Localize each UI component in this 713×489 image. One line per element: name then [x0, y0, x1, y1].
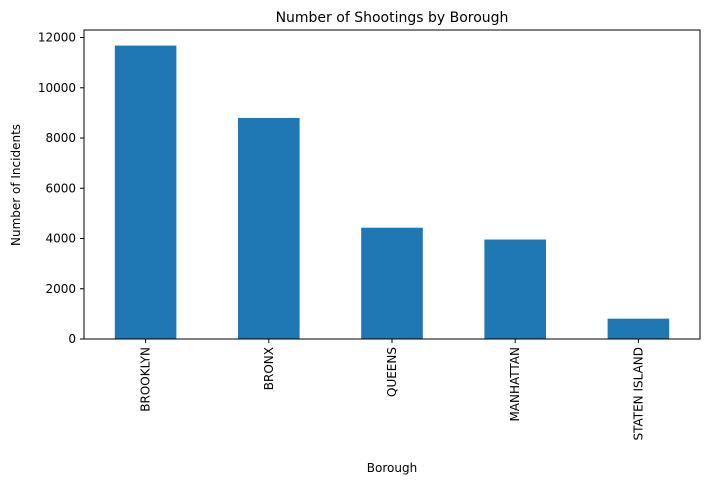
y-tick-label: 12000 — [38, 31, 76, 45]
bar-queens — [361, 227, 423, 339]
x-tick-label: STATEN ISLAND — [631, 347, 645, 441]
x-axis-ticks: BROOKLYN BRONX QUEENS MANHATTAN STATEN ISLAN… — [139, 339, 645, 441]
bar-brooklyn — [114, 45, 177, 339]
y-tick-label: 6000 — [45, 181, 76, 195]
x-tick-label: BRONX — [262, 347, 276, 390]
x-tick-label: MANHATTAN — [508, 347, 522, 422]
y-tick-label: 8000 — [45, 131, 76, 145]
x-axis-label: Borough — [367, 461, 417, 475]
y-tick-label: 4000 — [45, 232, 76, 246]
bar-bronx — [238, 117, 300, 340]
y-tick-label: 2000 — [45, 282, 76, 296]
chart-title: Number of Shootings by Borough — [276, 10, 509, 26]
bar-manhattan — [484, 239, 546, 339]
y-axis-label: Number of Incidents — [9, 124, 23, 246]
y-axis-ticks: 0 2000 4000 6000 8000 10000 12000 — [38, 31, 84, 346]
y-tick-label: 10000 — [38, 81, 76, 95]
bars-layer — [114, 45, 670, 340]
x-tick-label: BROOKLYN — [139, 347, 153, 412]
x-tick-label: QUEENS — [385, 347, 399, 397]
plot-frame — [83, 29, 701, 340]
bar-staten-island — [607, 318, 670, 339]
y-tick-label: 0 — [68, 332, 76, 346]
